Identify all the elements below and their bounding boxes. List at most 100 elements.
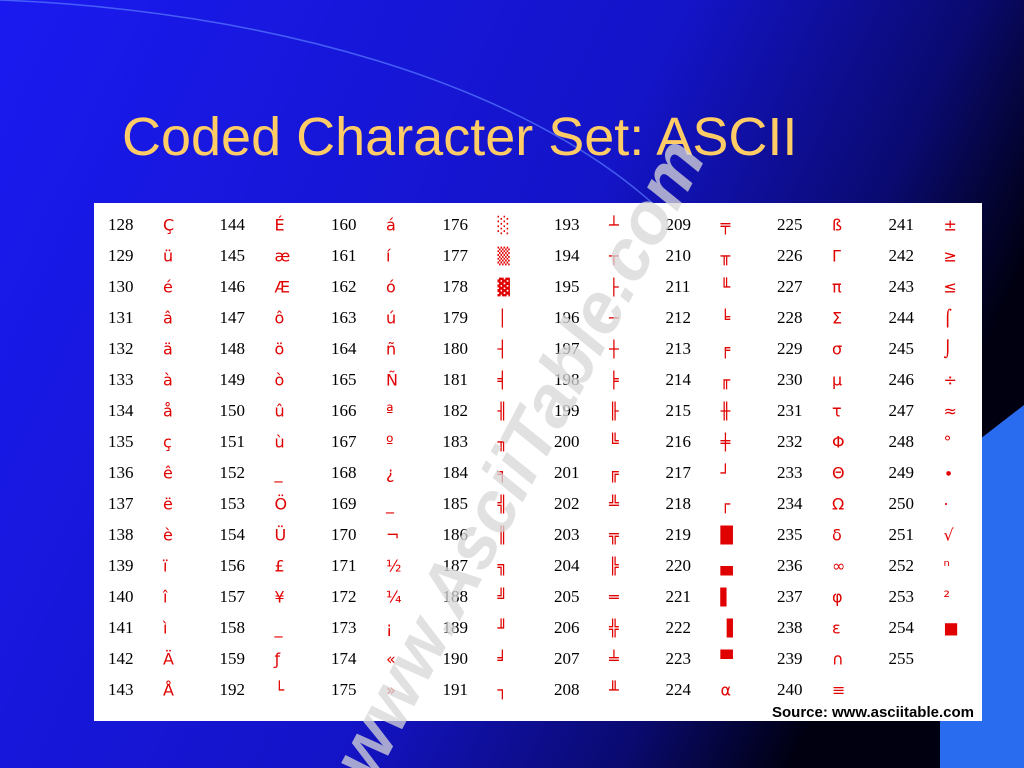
code-number: 143 xyxy=(108,680,134,699)
code-number: 142 xyxy=(108,649,134,668)
character: ≈ xyxy=(944,402,957,421)
character: ƒ xyxy=(273,650,281,669)
character: ß xyxy=(832,216,842,235)
code-number: 218 xyxy=(666,494,692,513)
character: Æ xyxy=(275,278,291,297)
character: φ xyxy=(832,588,843,607)
character: ÷ xyxy=(944,371,957,390)
code-number: 164 xyxy=(331,339,357,358)
character: ¡ xyxy=(386,619,392,638)
character: ╖ xyxy=(498,433,508,452)
code-number: 213 xyxy=(666,339,692,358)
code-number: 209 xyxy=(666,215,692,234)
character: ╡ xyxy=(497,370,508,390)
code-number: 251 xyxy=(889,525,915,544)
code-number: 141 xyxy=(108,618,134,637)
code-number: 211 xyxy=(666,277,691,296)
character: É xyxy=(275,216,285,235)
code-number: 129 xyxy=(108,246,134,265)
code-number: 215 xyxy=(666,401,692,420)
code-number: 210 xyxy=(666,246,692,265)
code-number: 139 xyxy=(108,556,134,575)
code-number: 128 xyxy=(108,215,134,234)
code-number: 220 xyxy=(666,556,692,575)
character: ª xyxy=(386,402,394,421)
code-number: 214 xyxy=(666,370,692,389)
code-number: 159 xyxy=(220,649,246,668)
character: _ xyxy=(274,464,284,484)
character: ≤ xyxy=(944,278,957,297)
code-number: 232 xyxy=(777,432,803,451)
code-number: 197 xyxy=(554,339,580,358)
code-number: 146 xyxy=(220,277,246,296)
code-number: 137 xyxy=(108,494,134,513)
code-number: 254 xyxy=(889,618,915,637)
code-number: 135 xyxy=(108,432,134,451)
character: ▐ xyxy=(721,618,734,638)
character: ô xyxy=(275,309,285,328)
character: ¥ xyxy=(275,588,285,607)
character: ╠ xyxy=(609,556,620,576)
character: ╛ xyxy=(497,649,508,669)
code-number: 200 xyxy=(554,432,580,451)
character: ¿ xyxy=(386,464,395,483)
character: ± xyxy=(944,216,957,235)
code-number: 217 xyxy=(666,463,692,482)
code-number: 174 xyxy=(331,649,357,668)
code-number: 202 xyxy=(554,494,580,513)
code-number: 178 xyxy=(443,277,469,296)
code-number: 224 xyxy=(666,680,692,699)
character: τ xyxy=(832,402,842,421)
character: Φ xyxy=(832,433,845,452)
code-number: 177 xyxy=(443,246,469,265)
code-number: 246 xyxy=(889,370,915,389)
character: ▒ xyxy=(498,247,511,266)
code-number: 203 xyxy=(554,525,580,544)
code-number: 183 xyxy=(443,432,469,451)
code-number: 162 xyxy=(331,277,357,296)
character: ╔ xyxy=(609,464,620,483)
source-note: Source: www.asciitable.com xyxy=(772,704,974,721)
character: « xyxy=(386,650,396,669)
character: ö xyxy=(275,340,285,359)
code-number: 252 xyxy=(889,556,915,575)
code-number: 168 xyxy=(331,463,357,482)
character: ╣ xyxy=(497,494,508,514)
character: £ xyxy=(275,557,285,576)
character: ║ xyxy=(498,525,508,545)
code-number: 190 xyxy=(443,649,469,668)
character: ░ xyxy=(498,215,510,235)
character: ≡ xyxy=(832,681,845,700)
character: _ xyxy=(274,619,284,639)
code-number: 229 xyxy=(777,339,803,358)
character: ╦ xyxy=(608,526,619,545)
character: δ xyxy=(832,526,842,545)
character: ┘ xyxy=(720,463,731,483)
code-number: 194 xyxy=(554,246,580,265)
character: ≥ xyxy=(944,247,957,266)
character: Σ xyxy=(832,309,842,328)
character: û xyxy=(275,402,285,421)
character: Ä xyxy=(163,650,174,669)
code-number: 188 xyxy=(443,587,469,606)
code-number: 207 xyxy=(554,649,580,668)
character: ├ xyxy=(609,277,619,297)
code-number: 242 xyxy=(889,246,915,265)
code-number: 244 xyxy=(889,308,915,327)
character: Ω xyxy=(832,495,844,514)
code-number: 144 xyxy=(220,215,246,234)
code-number: 180 xyxy=(443,339,469,358)
code-number: 186 xyxy=(443,525,469,544)
code-number: 231 xyxy=(777,401,803,420)
code-number: 239 xyxy=(777,649,803,668)
code-number: 219 xyxy=(666,525,692,544)
character: ┴ xyxy=(608,215,619,235)
code-number: 255 xyxy=(889,649,915,668)
character: ╝ xyxy=(497,588,508,607)
character: ▌ xyxy=(720,587,733,607)
code-number: 182 xyxy=(443,401,469,420)
character: ┐ xyxy=(497,681,508,700)
code-number: 195 xyxy=(554,277,580,296)
character: ╘ xyxy=(721,308,731,328)
